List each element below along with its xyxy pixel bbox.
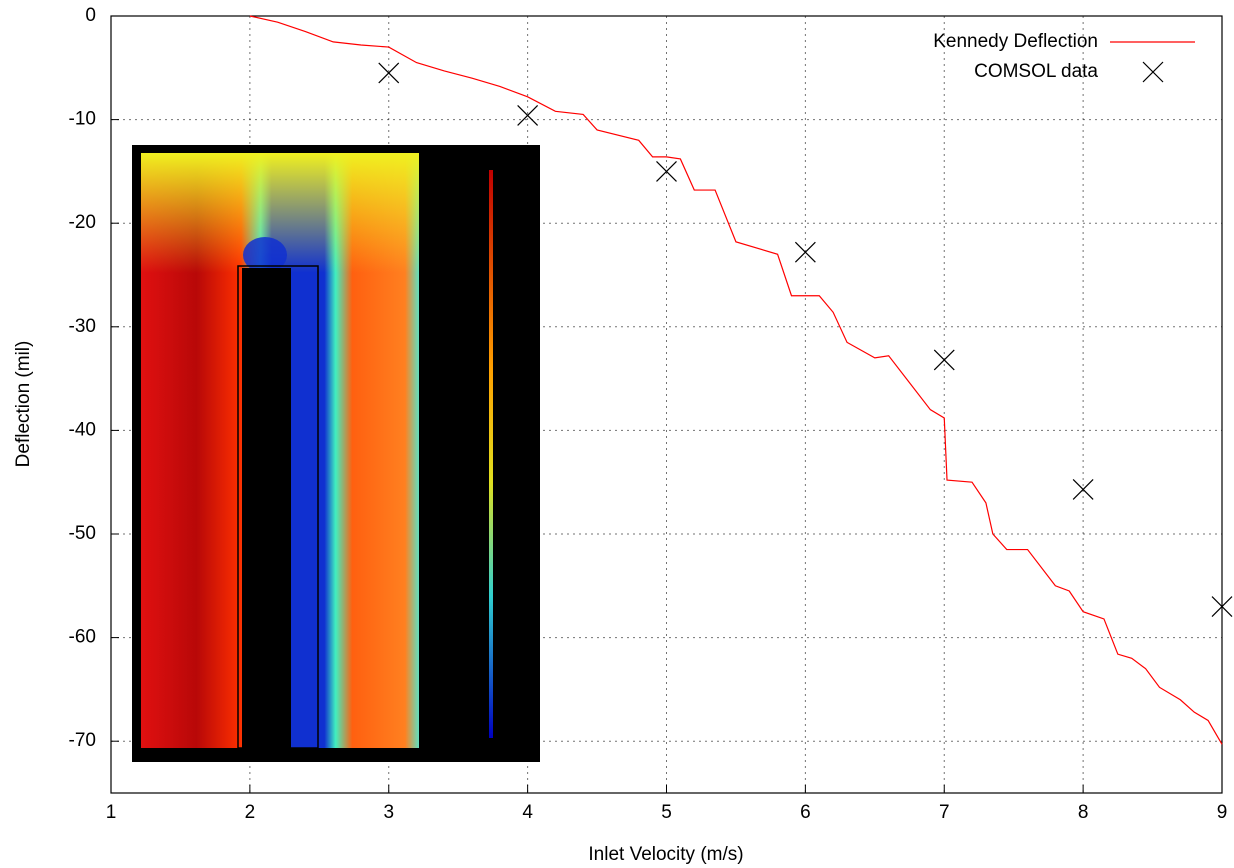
y-tick-label: -10	[69, 109, 96, 130]
y-tick-label: -60	[69, 627, 96, 648]
x-tick-label: 3	[383, 802, 394, 823]
data-point	[1072, 479, 1094, 500]
y-tick-label: -50	[69, 523, 96, 544]
x-tick-label: 8	[1078, 802, 1089, 823]
x-tick-label: 6	[800, 802, 811, 823]
y-tick-label: -20	[69, 212, 96, 233]
x-tick-label: 1	[106, 802, 117, 823]
data-point	[517, 105, 539, 126]
x-axis-label: Inlet Velocity (m/s)	[588, 844, 743, 865]
data-line	[249, 15, 1223, 745]
data-point	[1211, 596, 1233, 617]
legend-label: COMSOL data	[974, 61, 1098, 82]
data-point	[933, 349, 955, 371]
y-tick-label: -70	[69, 730, 96, 751]
x-tick-label: 7	[939, 802, 950, 823]
plot: Inlet Velocity (m/s) Deflection (mil) 1 2…	[13, 5, 1233, 865]
y-axis-label: Deflection (mil)	[13, 341, 34, 468]
y-tick-label: 0	[85, 5, 96, 26]
x-tick-label: 4	[522, 802, 533, 823]
data-point	[378, 62, 400, 84]
legend-swatch	[1142, 61, 1164, 83]
data-point	[656, 160, 677, 182]
y-tick-label: -30	[69, 316, 96, 337]
x-tick-label: 9	[1217, 802, 1228, 823]
data-point	[794, 241, 816, 263]
x-tick-label: 5	[661, 802, 672, 823]
inset-image	[132, 145, 540, 762]
y-tick-label: -40	[69, 419, 96, 440]
legend-label: Kennedy Deflection	[933, 31, 1098, 52]
x-tick-label: 2	[245, 802, 256, 823]
